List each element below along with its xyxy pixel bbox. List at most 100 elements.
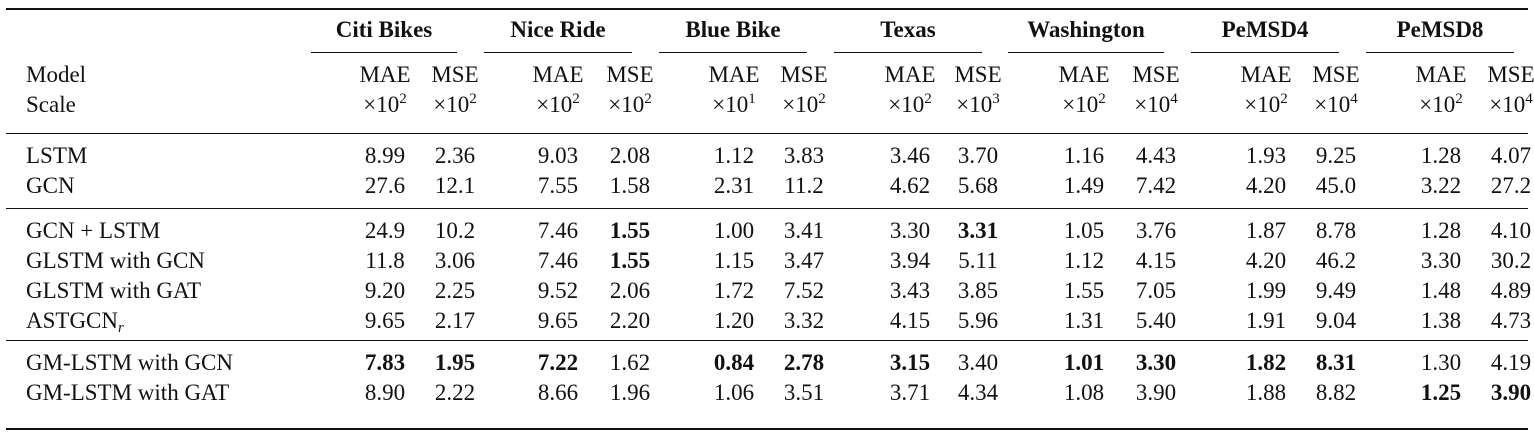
table-cell: 7.52	[783, 278, 825, 303]
table-cell: 1.93	[1245, 143, 1287, 168]
table-cell: 1.55	[1063, 278, 1105, 303]
metric-header: MAE	[1240, 62, 1292, 87]
table-cell: 8.66	[537, 380, 579, 405]
table-cell: 3.85	[957, 278, 999, 303]
table-cell: 7.55	[537, 173, 579, 198]
table-cell: 3.22	[1420, 173, 1462, 198]
table-cell: 9.03	[537, 143, 579, 168]
table-cell: 8.82	[1315, 380, 1357, 405]
table-cell: 4.62	[889, 173, 931, 198]
table-cell: 4.19	[1490, 350, 1532, 375]
table-cell: 8.99	[364, 143, 406, 168]
table-cell: 1.08	[1063, 380, 1105, 405]
metric-header: MSE	[1487, 62, 1534, 87]
table-cell: 30.2	[1490, 248, 1532, 273]
table-cell: 3.32	[783, 308, 825, 333]
dataset-cmidrule	[311, 52, 457, 53]
table-cell: 1.55	[609, 248, 651, 273]
table-cell: 27.6	[364, 173, 406, 198]
metric-header: MAE	[1415, 62, 1467, 87]
table-cell: 3.47	[783, 248, 825, 273]
table-cell: 7.83	[364, 350, 406, 375]
metric-header: MSE	[606, 62, 654, 87]
table-cell: 11.8	[365, 248, 405, 273]
bottom-rule	[6, 428, 1528, 430]
table-cell: 9.65	[537, 308, 579, 333]
table-cell: 2.31	[713, 173, 755, 198]
table-cell: 1.31	[1063, 308, 1105, 333]
scale-label: ×102	[363, 91, 407, 118]
table-cell: 3.94	[889, 248, 931, 273]
scale-label: ×102	[536, 91, 580, 118]
scale-label: ×104	[1134, 91, 1178, 118]
scale-label: ×102	[1419, 91, 1463, 118]
scale-label: ×102	[608, 91, 652, 118]
table-cell: 8.31	[1315, 350, 1357, 375]
table-cell: 9.52	[537, 278, 579, 303]
model-name: GM-LSTM with GAT	[26, 380, 230, 405]
model-name: ASTGCNr	[26, 308, 124, 336]
table-cell: 1.95	[434, 350, 476, 375]
table-cell: 4.15	[1135, 248, 1177, 273]
table-cell: 10.2	[434, 218, 476, 243]
table-cell: 1.06	[713, 380, 755, 405]
scale-label: ×102	[888, 91, 932, 118]
table-cell: 3.06	[434, 248, 476, 273]
dataset-header: PeMSD4	[1221, 17, 1309, 42]
table-cell: 8.78	[1315, 218, 1357, 243]
dataset-cmidrule	[484, 52, 632, 53]
table-cell: 24.9	[364, 218, 406, 243]
table-cell: 1.96	[609, 380, 651, 405]
table-cell: 3.46	[889, 143, 931, 168]
table-cell: 5.68	[957, 173, 999, 198]
dataset-cmidrule	[1191, 52, 1339, 53]
table-cell: 3.30	[889, 218, 931, 243]
table-cell: 1.30	[1420, 350, 1462, 375]
table-cell: 4.43	[1135, 143, 1177, 168]
table-cell: 5.11	[958, 248, 998, 273]
table-cell: 1.48	[1420, 278, 1462, 303]
table-cell: 3.90	[1490, 380, 1532, 405]
scale-label: ×102	[1062, 91, 1106, 118]
dataset-header: Nice Ride	[510, 17, 606, 42]
table-cell: 4.89	[1490, 278, 1532, 303]
scale-label: ×104	[1314, 91, 1358, 118]
scale-label: ×101	[712, 91, 756, 118]
table-cell: 12.1	[434, 173, 476, 198]
table-cell: 7.22	[537, 350, 579, 375]
metric-header: MSE	[1132, 62, 1180, 87]
scale-label: ×102	[1244, 91, 1288, 118]
model-name: GCN	[26, 173, 75, 198]
table-cell: 1.01	[1063, 350, 1105, 375]
table-cell: 1.91	[1245, 308, 1287, 333]
table-cell: 3.40	[957, 350, 999, 375]
metric-header: MAE	[1058, 62, 1110, 87]
dataset-header: Citi Bikes	[335, 17, 433, 42]
dataset-cmidrule	[1366, 52, 1514, 53]
table-cell: 1.28	[1420, 143, 1462, 168]
table-cell: 1.87	[1245, 218, 1287, 243]
model-header: Model	[26, 62, 87, 87]
table-cell: 2.20	[609, 308, 651, 333]
table-cell: 1.99	[1245, 278, 1287, 303]
model-name: GLSTM with GAT	[26, 278, 202, 303]
table-cell: 0.84	[713, 350, 755, 375]
table-cell: 1.58	[609, 173, 651, 198]
dataset-header: Washington	[1027, 17, 1145, 42]
header-rule	[6, 133, 1528, 134]
dataset-header: PeMSD8	[1396, 17, 1484, 42]
table-cell: 1.55	[609, 218, 651, 243]
metric-header: MSE	[431, 62, 479, 87]
table-cell: 1.12	[1063, 248, 1105, 273]
table-cell: 9.04	[1315, 308, 1357, 333]
top-rule	[6, 8, 1528, 10]
group-rule-1	[6, 208, 1528, 209]
table-cell: 2.36	[434, 143, 476, 168]
table-cell: 3.41	[783, 218, 825, 243]
table-cell: 45.0	[1315, 173, 1357, 198]
scale-label: ×104	[1489, 91, 1533, 118]
metric-header: MAE	[532, 62, 584, 87]
table-cell: 4.15	[889, 308, 931, 333]
table-cell: 3.76	[1135, 218, 1177, 243]
dataset-cmidrule	[834, 52, 982, 53]
